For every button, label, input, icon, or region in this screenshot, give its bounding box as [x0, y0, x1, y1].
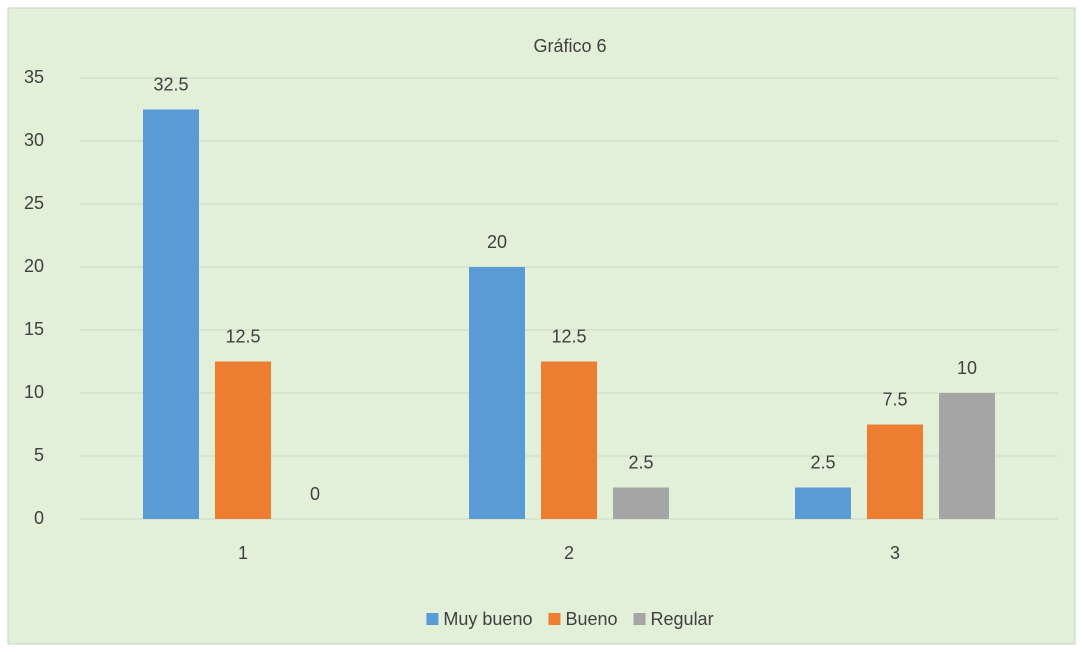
data-label: 20	[487, 232, 507, 252]
data-label: 2.5	[628, 452, 653, 472]
legend-label: Bueno	[565, 609, 617, 629]
legend-swatch	[633, 613, 646, 625]
x-tick-label: 3	[890, 543, 900, 563]
bar	[469, 267, 525, 519]
legend-swatch	[426, 613, 439, 625]
x-tick-label: 2	[564, 543, 574, 563]
y-tick-label: 15	[24, 319, 44, 339]
y-tick-label: 35	[24, 67, 44, 87]
bar	[613, 487, 669, 519]
y-tick-label: 25	[24, 193, 44, 213]
data-label: 2.5	[810, 452, 835, 472]
y-tick-label: 5	[34, 445, 44, 465]
bar	[541, 361, 597, 519]
bar	[143, 109, 199, 519]
data-label: 32.5	[153, 74, 188, 94]
legend-label: Regular	[651, 609, 714, 629]
data-label: 12.5	[551, 326, 586, 346]
bar	[867, 424, 923, 519]
bar	[939, 393, 995, 519]
x-tick-label: 1	[238, 543, 248, 563]
legend-label: Muy bueno	[443, 609, 532, 629]
y-tick-label: 10	[24, 382, 44, 402]
y-tick-label: 30	[24, 130, 44, 150]
y-tick-label: 0	[34, 508, 44, 528]
y-tick-label: 20	[24, 256, 44, 276]
bar	[215, 361, 271, 519]
legend-swatch	[548, 613, 561, 625]
data-label: 10	[957, 358, 977, 378]
data-label: 0	[310, 484, 320, 504]
bar	[795, 487, 851, 519]
data-label: 7.5	[882, 389, 907, 409]
data-label: 12.5	[225, 326, 260, 346]
chart-title: Gráfico 6	[533, 36, 606, 56]
